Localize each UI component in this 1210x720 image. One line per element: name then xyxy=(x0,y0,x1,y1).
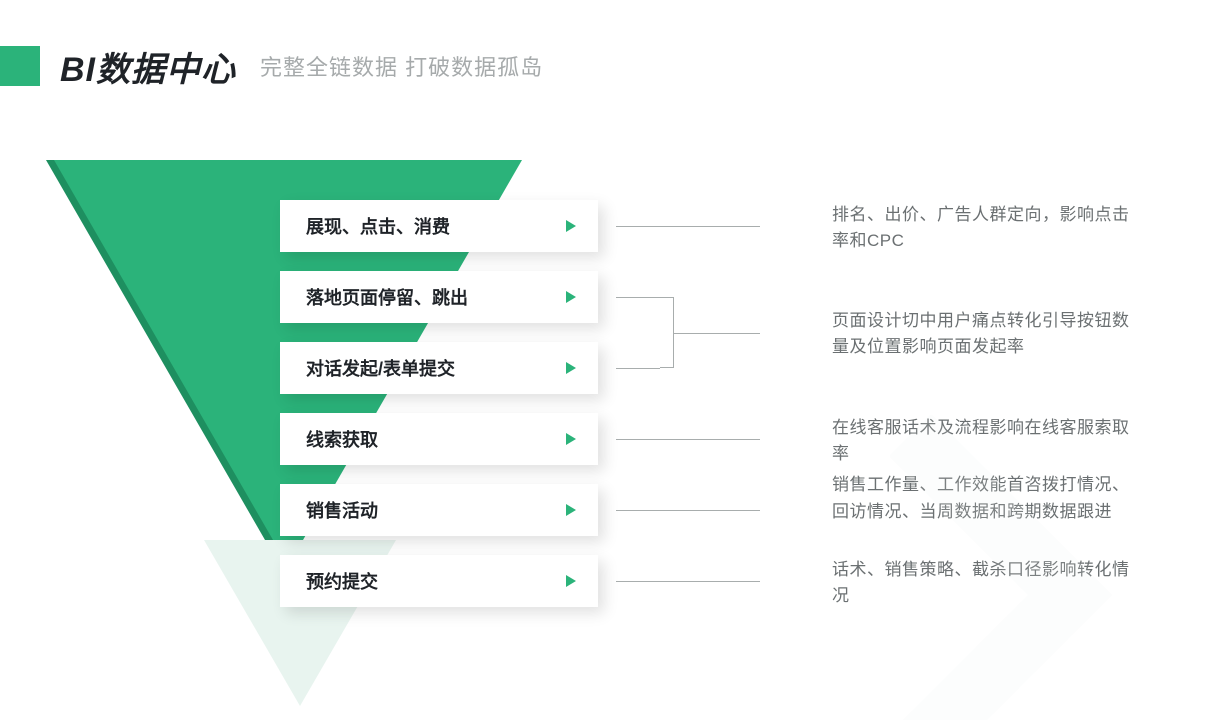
connector-line xyxy=(616,510,760,511)
funnel-stage: 销售活动 xyxy=(280,484,598,536)
funnel-stage-label: 对话发起/表单提交 xyxy=(306,355,455,381)
play-icon xyxy=(566,504,576,516)
funnel-stage-label: 落地页面停留、跳出 xyxy=(306,284,468,310)
page-title: BI数据中心 xyxy=(60,42,236,91)
funnel-stage: 展现、点击、消费 xyxy=(280,200,598,252)
slide-header: BI数据中心完整全链数据 打破数据孤岛 xyxy=(0,40,543,92)
connector-line xyxy=(674,333,760,334)
funnel-stage-label: 销售活动 xyxy=(306,497,378,523)
funnel-stage-label: 预约提交 xyxy=(306,568,378,594)
play-icon xyxy=(566,575,576,587)
connector-line xyxy=(616,368,660,369)
play-icon xyxy=(566,291,576,303)
bracket xyxy=(660,297,674,368)
stage-description: 页面设计切中用户痛点转化引导按钮数量及位置影响页面发起率 xyxy=(832,308,1132,361)
connector-line xyxy=(616,297,660,298)
play-icon xyxy=(566,362,576,374)
connector-line xyxy=(616,439,760,440)
connector-line xyxy=(616,581,760,582)
funnel-stage: 对话发起/表单提交 xyxy=(280,342,598,394)
funnel-stage: 预约提交 xyxy=(280,555,598,607)
funnel-stage-label: 线索获取 xyxy=(306,426,378,452)
play-icon xyxy=(566,220,576,232)
funnel-stage: 落地页面停留、跳出 xyxy=(280,271,598,323)
play-icon xyxy=(566,433,576,445)
funnel-stage: 线索获取 xyxy=(280,413,598,465)
funnel-stage-label: 展现、点击、消费 xyxy=(306,213,450,239)
page-subtitle: 完整全链数据 打破数据孤岛 xyxy=(260,50,543,82)
header-accent-block xyxy=(0,46,40,86)
stage-description: 排名、出价、广告人群定向，影响点击率和CPC xyxy=(832,202,1132,255)
decorative-chevron xyxy=(890,415,1210,720)
connector-line xyxy=(616,226,760,227)
